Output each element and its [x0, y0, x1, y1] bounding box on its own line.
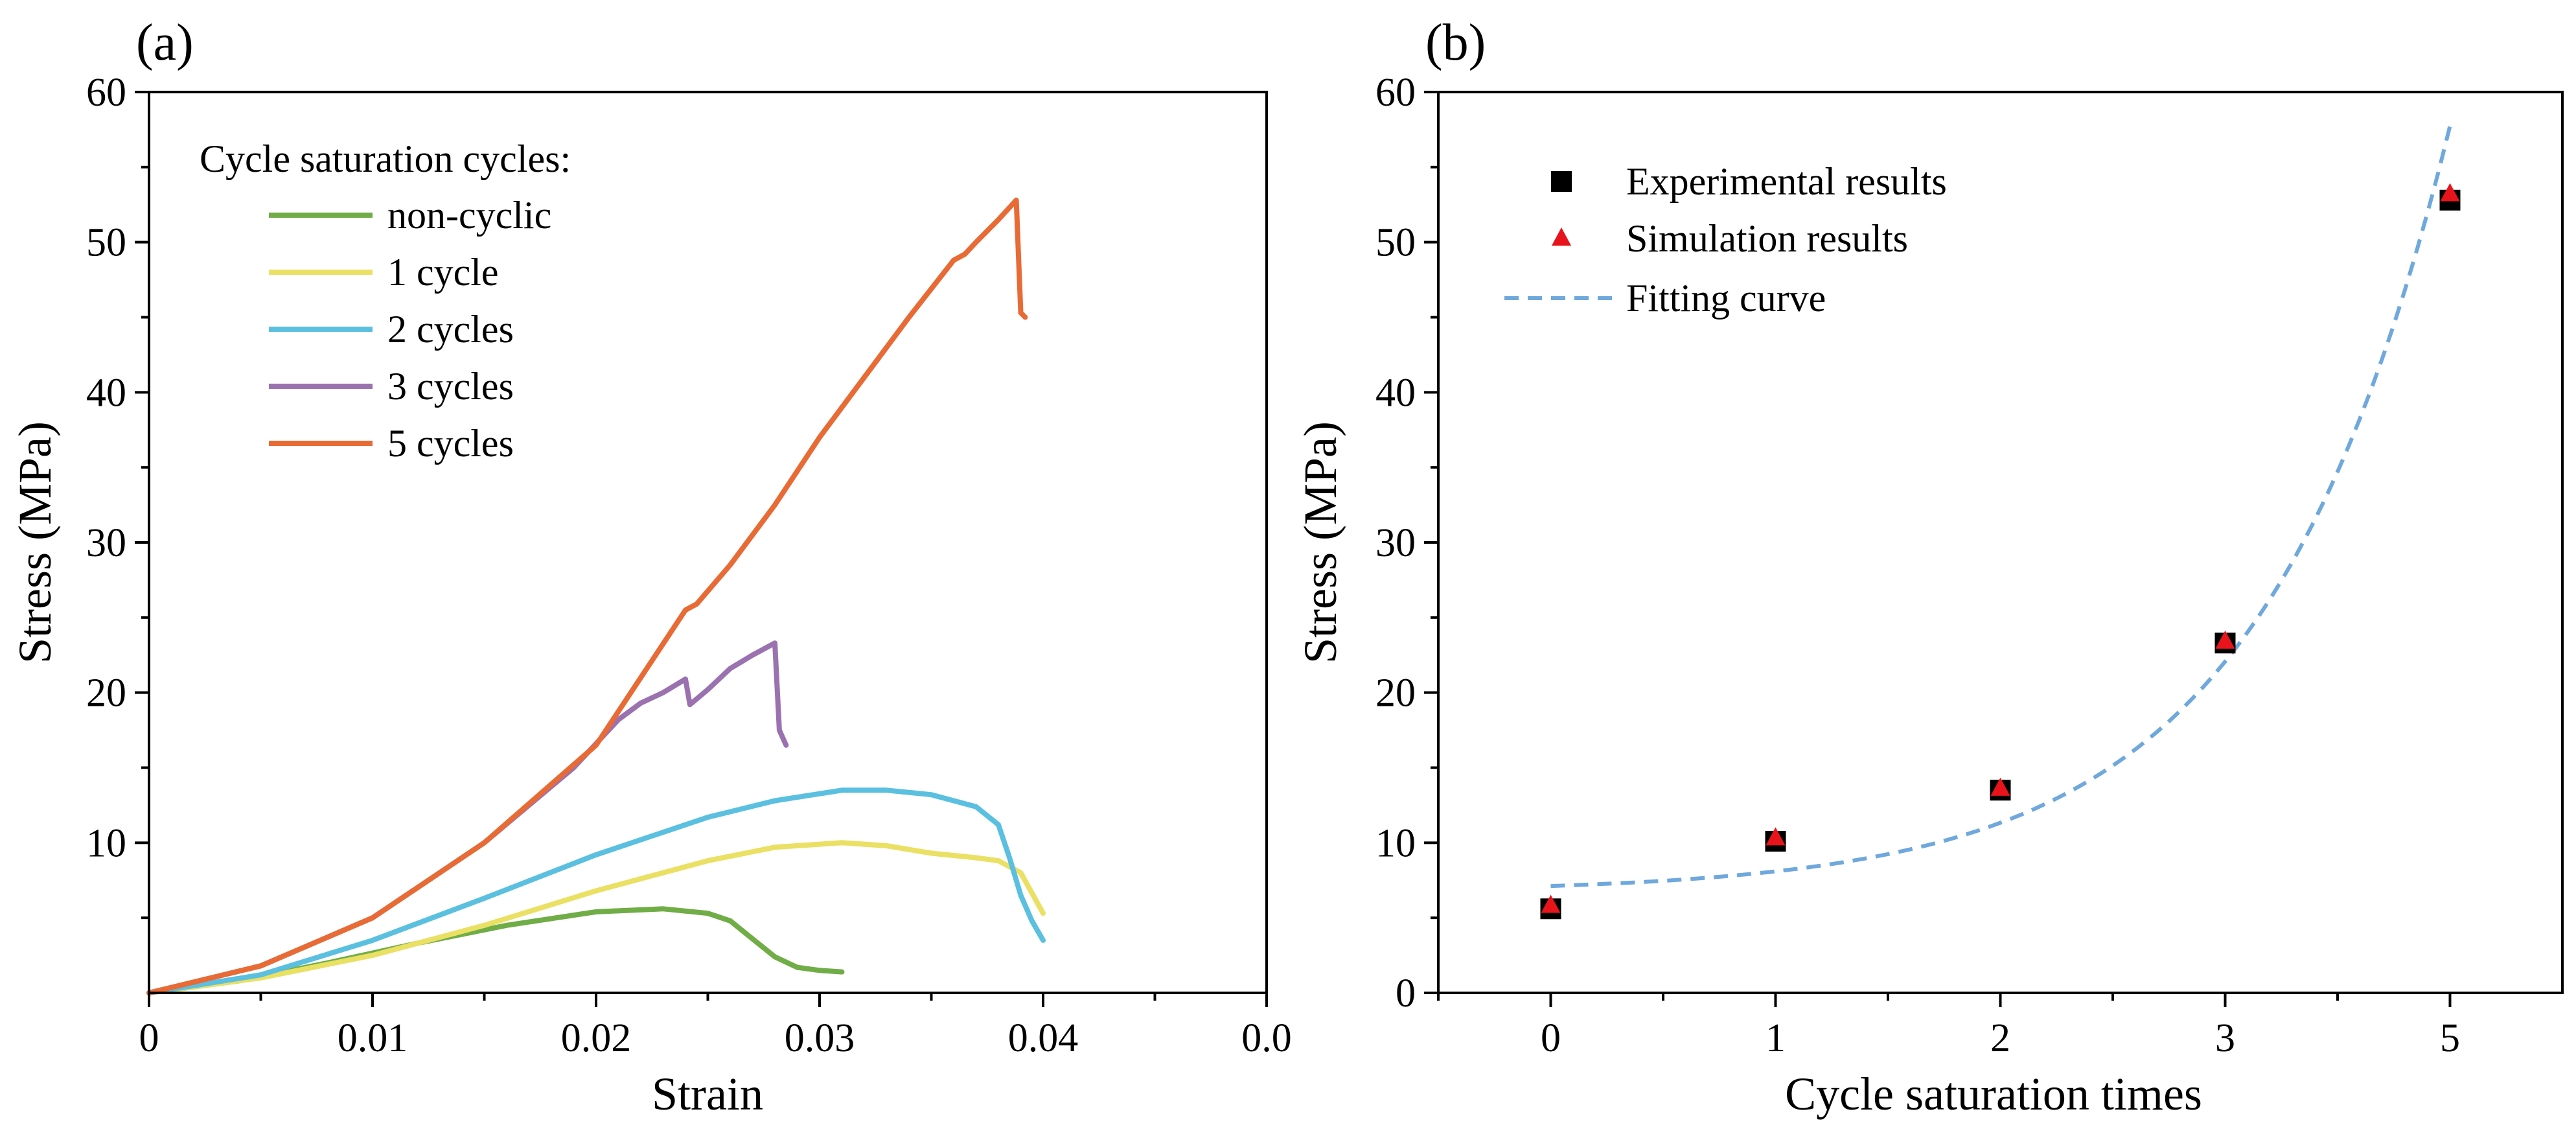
panel-a-y-title: Stress (MPa)	[9, 421, 61, 664]
series-line-3-cycles	[146, 640, 789, 995]
panel-a-x-ticks: 0 0.01 0.02 0.03 0.04 0.0	[139, 993, 1292, 1060]
x-tick-label: 3	[2215, 1016, 2235, 1060]
y-tick-label: 30	[86, 521, 126, 565]
x-tick-label: 0.01	[338, 1016, 408, 1060]
y-tick-label: 60	[86, 71, 126, 115]
x-tick-label: 0.0	[1241, 1016, 1292, 1060]
legend-entry: 2 cycles	[387, 308, 514, 351]
series-line-5-cycles	[146, 197, 1028, 995]
y-tick-label: 50	[86, 221, 126, 265]
y-tick-label: 10	[86, 821, 126, 865]
legend-entry: Experimental results	[1626, 160, 1947, 203]
y-tick-label: 30	[1375, 521, 1416, 565]
y-tick-label: 20	[86, 671, 126, 715]
x-tick-label: 2	[1990, 1016, 2010, 1060]
panel-b-points	[1540, 183, 2461, 920]
panel-a-legend: Cycle saturation cycles: non-cyclic 1 cyc…	[200, 137, 571, 465]
panel-b-x-ticks: 0 1 2 3 5	[1437, 993, 2460, 1060]
series-line-1-cycle	[146, 840, 1046, 995]
panel-b: (b) 0 1 2 3 5 0 10 20 30 40 50 60 Cycle saturation…	[1294, 14, 2564, 1120]
y-tick-label: 10	[1375, 821, 1416, 865]
panel-a-y-ticks: 10 20 30 40 50 60	[86, 71, 149, 920]
y-tick-label: 0	[1396, 971, 1416, 1016]
simulation-point	[1765, 827, 1786, 846]
panel-b-label: (b)	[1425, 14, 1486, 71]
panel-a: (a) 0 0.01 0.02 0.03 0.04 0.0 10 20 30 40 50 60 St…	[9, 14, 1292, 1120]
simulation-point	[2440, 183, 2460, 202]
x-tick-label: 0.03	[785, 1016, 855, 1060]
panel-a-x-title: Strain	[652, 1068, 763, 1120]
legend-entry: Simulation results	[1626, 217, 1908, 260]
panel-b-x-title: Cycle saturation times	[1785, 1068, 2202, 1120]
x-tick-label: 1	[1765, 1016, 1786, 1060]
legend-entry: 5 cycles	[387, 422, 514, 465]
y-tick-label: 20	[1375, 671, 1416, 715]
simulation-point	[1541, 894, 1561, 913]
panel-a-series	[146, 197, 1046, 995]
y-tick-label: 50	[1375, 221, 1416, 265]
y-tick-label: 40	[1375, 371, 1416, 415]
panel-b-y-title: Stress (MPa)	[1294, 421, 1346, 664]
panel-b-frame	[1437, 91, 2564, 994]
simulation-point	[2215, 630, 2235, 649]
panel-b-y-ticks: 0 10 20 30 40 50 60	[1375, 71, 1438, 1016]
legend-triangle-marker	[1552, 227, 1571, 246]
x-tick-label: 0.04	[1008, 1016, 1079, 1060]
panel-b-legend: Experimental results Simulation results Fi…	[1504, 160, 1947, 320]
y-tick-label: 40	[86, 371, 126, 415]
panel-b-fit-curve	[1550, 125, 2452, 889]
series-line-2-cycles	[146, 787, 1046, 995]
x-tick-label: 5	[2440, 1016, 2460, 1060]
simulation-point	[1990, 777, 2010, 796]
x-tick-label: 0	[139, 1016, 159, 1060]
panel-a-legend-title: Cycle saturation cycles:	[200, 137, 571, 180]
legend-entry: Fitting curve	[1626, 277, 1826, 320]
y-tick-label: 60	[1375, 71, 1416, 115]
fitting-curve-line	[1550, 125, 2452, 889]
legend-entry: 3 cycles	[387, 365, 514, 408]
legend-entry: 1 cycle	[387, 251, 499, 294]
x-tick-label: 0.02	[561, 1016, 632, 1060]
panel-a-label: (a)	[136, 14, 194, 71]
legend-square-marker	[1551, 171, 1572, 192]
panel-a-frame	[148, 91, 1268, 994]
legend-entry: non-cyclic	[387, 194, 551, 237]
x-tick-label: 0	[1541, 1016, 1561, 1060]
